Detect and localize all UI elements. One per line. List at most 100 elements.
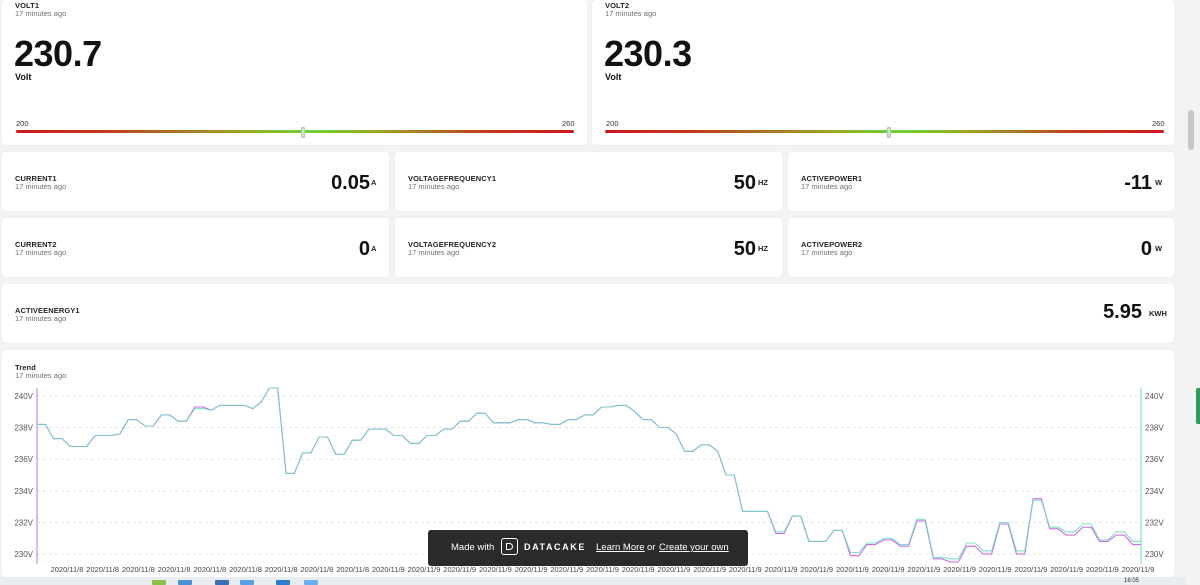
current1-updated: 17 minutes ago (15, 182, 67, 191)
current2-value: 0 (358, 238, 370, 260)
x-tick-label: 2020/11/9 (836, 565, 869, 574)
x-tick-label: 2020/11/9 (586, 565, 619, 574)
activeenergy1-updated: 17 minutes ago (15, 314, 67, 323)
or-label: or (647, 542, 656, 553)
datacake-logo-icon (501, 538, 518, 555)
y-tick-label-left: 240V (14, 392, 33, 401)
volt2-gauge-marker (887, 127, 891, 138)
x-tick-label: 2020/11/8 (122, 565, 155, 574)
x-tick-label: 2020/11/8 (300, 565, 333, 574)
taskbar-app-icon[interactable] (240, 580, 254, 585)
activepower2-card: ACTIVEPOWER2 17 minutes ago 0 W (788, 218, 1174, 277)
x-tick-label: 2020/11/9 (408, 565, 441, 574)
volt1-gauge-max: 260 (562, 119, 575, 128)
x-tick-label: 2020/11/8 (265, 565, 298, 574)
taskbar-app-icon[interactable] (304, 580, 318, 585)
voltagefrequency2-updated: 17 minutes ago (408, 248, 460, 257)
current2-card: CURRENT2 17 minutes ago 0 A (2, 218, 389, 277)
activepower1-card: ACTIVEPOWER1 17 minutes ago -11 W (788, 152, 1174, 211)
volt1-gauge-min: 200 (16, 119, 29, 128)
y-tick-label-right: 234V (1145, 487, 1164, 496)
volt2-gauge-bar (605, 130, 1164, 133)
taskbar (0, 577, 1186, 585)
voltagefrequency1-title: VOLTAGEFREQUENCY1 (408, 174, 497, 183)
y-tick-label-right: 240V (1145, 392, 1164, 401)
voltagefrequency2-title: VOLTAGEFREQUENCY2 (408, 240, 497, 249)
voltagefrequency2-card: VOLTAGEFREQUENCY2 17 minutes ago 50 HZ (395, 218, 782, 277)
current1-value: 0.05 (331, 172, 370, 194)
learn-more-link[interactable]: Learn More (596, 542, 645, 553)
y-tick-label-left: 238V (14, 424, 33, 433)
x-tick-label: 2020/11/9 (1014, 565, 1047, 574)
volt1-card: VOLT1 17 minutes ago 230.7 Volt 200 260 (2, 0, 587, 145)
x-tick-label: 2020/11/9 (943, 565, 976, 574)
current1-title: CURRENT1 (15, 174, 57, 183)
activepower1-updated: 17 minutes ago (801, 182, 853, 191)
voltagefrequency1-value: 50 (733, 172, 756, 194)
volt2-unit: Volt (605, 72, 622, 82)
y-tick-label-left: 230V (14, 550, 33, 559)
y-tick-label-left: 234V (14, 487, 33, 496)
x-tick-label: 2020/11/8 (158, 565, 191, 574)
x-tick-label: 2020/11/9 (979, 565, 1012, 574)
taskbar-app-icon[interactable] (215, 580, 229, 585)
trend-chart[interactable]: 240V 238V 236V 234V 232V 230V 240V 238V 236V 234V… (0, 350, 1186, 577)
activepower1-value: -11 (1124, 172, 1152, 194)
side-tab[interactable] (1196, 388, 1200, 424)
volt1-title: VOLT1 (15, 1, 40, 10)
x-tick-label: 2020/11/9 (550, 565, 583, 574)
activeenergy1-unit: KWH (1149, 309, 1167, 318)
y-tick-label-right: 236V (1145, 455, 1164, 464)
taskbar-app-icon[interactable] (178, 580, 192, 585)
voltagefrequency1-unit: HZ (758, 178, 768, 187)
series-line-2 (37, 387, 1141, 560)
taskbar-app-icon[interactable] (152, 580, 166, 585)
x-tick-label: 2020/11/9 (515, 565, 548, 574)
activepower1-title: ACTIVEPOWER1 (801, 174, 863, 183)
x-tick-label: 2020/11/9 (657, 565, 690, 574)
x-tick-label: 2020/11/8 (86, 565, 119, 574)
voltagefrequency1-updated: 17 minutes ago (408, 182, 460, 191)
made-with-label: Made with (451, 542, 495, 553)
create-your-own-link[interactable]: Create your own (659, 542, 729, 553)
x-tick-label: 2020/11/9 (1122, 565, 1155, 574)
activepower2-unit: W (1155, 244, 1163, 253)
x-tick-label: 2020/11/8 (193, 565, 226, 574)
x-tick-label: 2020/11/8 (336, 565, 369, 574)
volt2-gauge-min: 200 (606, 119, 619, 128)
volt2-updated: 17 minutes ago (605, 9, 657, 18)
x-tick-label: 2020/11/9 (729, 565, 762, 574)
x-tick-label: 2020/11/9 (872, 565, 905, 574)
x-tick-label: 2020/11/9 (1050, 565, 1083, 574)
voltagefrequency2-value: 50 (733, 238, 756, 260)
x-tick-label: 2020/11/9 (765, 565, 798, 574)
trend-updated: 17 minutes ago (15, 371, 67, 380)
x-tick-label: 2020/11/9 (622, 565, 655, 574)
window-edge (1186, 0, 1200, 585)
volt2-gauge-max: 260 (1152, 119, 1165, 128)
y-tick-label-right: 232V (1145, 518, 1164, 527)
activepower2-title: ACTIVEPOWER2 (801, 240, 863, 249)
activeenergy1-card: ACTIVEENERGY1 17 minutes ago 5.95 KWH (2, 284, 1174, 343)
activepower2-updated: 17 minutes ago (801, 248, 853, 257)
trend-title: Trend (15, 363, 36, 372)
volt2-value: 230.3 (604, 33, 692, 74)
taskbar-app-icon[interactable] (276, 580, 290, 585)
volt1-gauge-bar (16, 130, 574, 133)
volt1-gauge-marker (301, 127, 305, 138)
x-tick-label: 2020/11/9 (1086, 565, 1119, 574)
volt1-unit: Volt (15, 72, 32, 82)
x-tick-label: 2020/11/9 (443, 565, 476, 574)
x-tick-label: 2020/11/8 (229, 565, 262, 574)
volt2-card: VOLT2 17 minutes ago 230.3 Volt 200 260 (592, 0, 1174, 145)
x-tick-label: 2020/11/8 (51, 565, 84, 574)
activepower2-value: 0 (1140, 238, 1152, 260)
scrollbar-thumb[interactable] (1188, 110, 1194, 150)
x-tick-label: 2020/11/9 (479, 565, 512, 574)
y-tick-label-left: 232V (14, 518, 33, 527)
voltagefrequency1-card: VOLTAGEFREQUENCY1 17 minutes ago 50 HZ (395, 152, 782, 211)
activepower1-unit: W (1155, 178, 1163, 187)
x-tick-label: 2020/11/9 (693, 565, 726, 574)
y-tick-label-left: 236V (14, 455, 33, 464)
current2-unit: A (371, 244, 377, 253)
